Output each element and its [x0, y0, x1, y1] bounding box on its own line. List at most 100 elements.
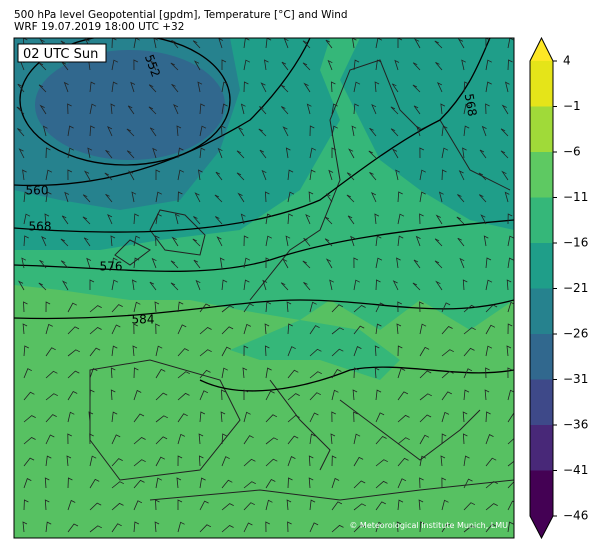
colorbar-segment	[530, 197, 553, 243]
wind-barb	[412, 84, 421, 93]
wind-barb	[287, 393, 300, 401]
wind-barb	[353, 456, 364, 467]
wind-barb	[221, 125, 226, 137]
wind-barb	[133, 213, 139, 225]
wind-barb	[324, 216, 333, 225]
subtitle: WRF 19.07.2019 18:00 UTC +32	[14, 21, 184, 33]
wind-barb	[287, 213, 293, 225]
wind-barb	[303, 237, 311, 247]
wind-barb	[287, 323, 293, 335]
wind-barb	[286, 301, 292, 313]
wind-barb	[23, 391, 35, 401]
wind-barb	[131, 279, 137, 291]
wind-barb	[133, 459, 146, 467]
wind-barb	[130, 81, 136, 93]
wind-barb	[485, 457, 497, 467]
wind-barb	[374, 345, 380, 357]
wind-barb	[23, 213, 31, 225]
wind-barb	[504, 191, 510, 203]
wind-barb	[287, 415, 300, 423]
wind-barb	[126, 128, 135, 137]
wind-barb	[41, 236, 47, 247]
wind-barb	[353, 524, 366, 533]
contour-label: 584	[132, 313, 155, 327]
wind-barb	[133, 257, 140, 269]
wind-barb	[265, 414, 278, 423]
wind-barb	[111, 502, 124, 511]
wind-barb	[60, 260, 69, 269]
wind-barb	[170, 62, 179, 71]
wind-barb	[177, 455, 183, 467]
wind-barb	[67, 370, 80, 379]
wind-barb	[67, 103, 72, 115]
wind-barb	[434, 40, 443, 49]
wind-barb	[287, 456, 296, 467]
wind-barb	[280, 282, 289, 291]
wind-barb	[111, 279, 119, 291]
wind-barb	[331, 327, 344, 335]
wind-barb	[89, 279, 95, 290]
wind-barb	[346, 172, 355, 181]
wind-barb	[23, 301, 28, 313]
wind-barb	[348, 148, 355, 159]
wind-barb	[193, 60, 201, 71]
wind-barb	[67, 523, 79, 533]
wind-barb	[302, 260, 311, 269]
wind-barb	[412, 62, 421, 71]
wind-barb	[89, 327, 102, 335]
wind-barb	[22, 169, 27, 181]
wind-barb	[199, 303, 211, 313]
wind-barb	[155, 415, 168, 423]
wind-barb	[44, 499, 50, 511]
wind-barb	[264, 191, 270, 203]
wind-barb	[303, 82, 311, 93]
wind-barb	[155, 169, 161, 180]
wind-barb	[243, 502, 255, 511]
wind-barb	[105, 149, 113, 159]
wind-barb	[133, 59, 139, 71]
wind-barb	[375, 480, 388, 489]
wind-barb	[331, 368, 342, 379]
wind-barb	[148, 106, 157, 115]
title: 500 hPa level Geopotential [gpdm], Tempe…	[14, 9, 348, 21]
wind-barb	[152, 147, 158, 159]
wind-barb	[86, 257, 92, 269]
wind-barb	[61, 280, 69, 291]
wind-barb	[155, 368, 166, 379]
wind-barb	[353, 503, 366, 511]
wind-barb	[419, 477, 424, 489]
wind-barb	[478, 172, 487, 181]
wind-barb	[419, 393, 432, 401]
wind-barb	[221, 103, 228, 115]
wind-barb	[133, 479, 145, 489]
wind-barb	[133, 367, 139, 379]
wind-barb	[397, 367, 406, 379]
wind-barb	[221, 326, 234, 335]
wind-barb	[265, 367, 272, 379]
wind-barb	[243, 522, 253, 533]
wind-barb	[391, 148, 399, 159]
wind-barb	[462, 433, 468, 445]
contour-label: 568	[462, 92, 480, 117]
wind-barb	[265, 499, 273, 511]
wind-barb	[328, 169, 334, 181]
wind-barb	[353, 433, 361, 445]
map-area	[14, 38, 514, 538]
wind-barb	[197, 81, 203, 93]
wind-barb	[221, 346, 231, 357]
wind-barb	[45, 323, 53, 335]
wind-barb	[374, 367, 380, 379]
wind-barb	[177, 147, 184, 159]
wind-barb	[485, 434, 494, 445]
wind-barb	[485, 257, 492, 269]
wind-barb	[240, 103, 246, 115]
wind-barb	[484, 389, 490, 401]
wind-barb	[18, 148, 25, 159]
wind-barb	[415, 235, 421, 247]
wind-barb	[353, 325, 365, 335]
wind-barb	[485, 523, 497, 533]
wind-barb	[331, 389, 339, 401]
wind-barb	[133, 323, 138, 335]
wind-barb	[215, 171, 223, 181]
